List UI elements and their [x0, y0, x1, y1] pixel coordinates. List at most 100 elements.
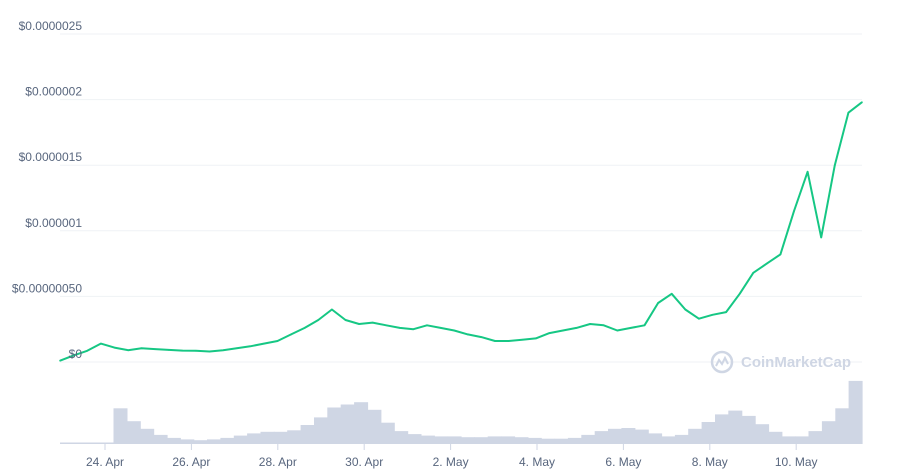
volume-bar: [674, 434, 689, 444]
volume-bar: [835, 408, 850, 444]
volume-bar: [648, 433, 663, 444]
x-tick-label: 26. Apr: [172, 455, 210, 469]
volume-bar: [100, 442, 115, 444]
volume-bar: [594, 431, 609, 444]
volume-bar: [795, 436, 810, 444]
price-point: [371, 321, 374, 324]
price-point: [181, 349, 184, 352]
volume-bar: [153, 434, 168, 444]
volume-bar: [126, 421, 141, 444]
volume-bar: [474, 437, 489, 444]
volume-bar: [233, 435, 248, 444]
volume-bar: [567, 437, 582, 444]
price-point: [575, 327, 578, 329]
price-point: [385, 324, 388, 327]
volume-bar: [60, 442, 74, 444]
y-tick-label: $0.000001: [25, 216, 82, 230]
volume-bar: [340, 404, 355, 444]
volume-bar: [140, 428, 155, 444]
price-point: [834, 164, 836, 166]
price-point: [127, 349, 129, 351]
y-tick-label: $0.000002: [25, 85, 82, 99]
volume-bar: [380, 422, 395, 444]
x-tick-label: 8. May: [692, 455, 728, 469]
price-point: [630, 327, 632, 329]
volume-bar: [781, 436, 796, 444]
price-point: [657, 302, 659, 304]
price-point: [72, 354, 75, 357]
price-point: [453, 329, 456, 332]
price-point: [99, 342, 102, 345]
volume-bar: [394, 431, 409, 444]
price-point: [412, 328, 415, 331]
price-point: [290, 333, 292, 336]
price-point: [534, 337, 537, 340]
price-point: [59, 359, 61, 362]
volume-bar: [541, 438, 556, 444]
volume-bar: [487, 436, 502, 444]
price-point: [480, 336, 483, 338]
volume-bar: [86, 442, 101, 444]
volume-bar: [527, 437, 542, 444]
grid-layer: [60, 33, 862, 363]
volume-bar: [273, 431, 288, 444]
y-tick-label: $0.0000015: [19, 150, 83, 164]
price-point: [779, 253, 782, 256]
x-tick-label: 4. May: [519, 455, 555, 469]
volume-layer: [60, 380, 863, 444]
price-point: [317, 319, 320, 321]
watermark-text: CoinMarketCap: [741, 354, 851, 371]
x-tick-label: 10. May: [775, 455, 818, 469]
price-point: [249, 345, 252, 348]
price-point: [616, 329, 619, 332]
volume-bar: [688, 428, 703, 444]
volume-bar: [768, 431, 783, 444]
volume-bar: [193, 440, 208, 444]
price-point: [235, 347, 238, 350]
price-line: [59, 101, 863, 362]
price-point: [589, 323, 591, 325]
price-point: [725, 311, 727, 313]
volume-bar: [608, 428, 622, 444]
volume-bar: [514, 437, 529, 444]
volume-bar: [741, 415, 756, 444]
x-tick-label: 30. Apr: [345, 455, 383, 469]
y-tick-label: $0: [69, 347, 83, 361]
price-point: [466, 333, 469, 336]
x-tick-label: 2. May: [433, 455, 469, 469]
price-point: [602, 324, 605, 327]
price-point: [643, 324, 646, 327]
price-point: [521, 338, 523, 341]
volume-bar: [314, 417, 328, 444]
volume-bar: [434, 436, 449, 444]
y-tick-label: $0.00000050: [12, 281, 82, 295]
volume-bar: [327, 407, 342, 444]
volume-bar: [300, 425, 315, 444]
volume-bar: [808, 431, 823, 444]
volume-bar: [554, 438, 569, 444]
volume-bar: [634, 429, 649, 444]
volume-bar: [180, 439, 195, 444]
price-point: [195, 350, 197, 352]
volume-bar: [73, 442, 88, 444]
price-point: [276, 340, 279, 342]
price-point: [399, 327, 401, 329]
watermark: CoinMarketCap: [710, 350, 851, 374]
volume-bar: [367, 409, 382, 444]
price-point: [358, 323, 360, 325]
volume-bar: [661, 436, 676, 444]
price-point: [766, 262, 768, 265]
volume-bar: [447, 436, 462, 444]
x-axis: 24. Apr 26. Apr 28. Apr 30. Apr 2. May 4. May…: [86, 444, 818, 469]
line-layer: [59, 101, 863, 362]
coinmarketcap-logo-icon: [710, 350, 734, 374]
price-point: [820, 236, 823, 239]
volume-bar: [755, 424, 770, 444]
price-point: [439, 327, 442, 329]
price-point: [752, 271, 755, 274]
volume-bar: [728, 410, 743, 444]
price-point: [548, 332, 551, 334]
volume-bar: [701, 422, 716, 444]
